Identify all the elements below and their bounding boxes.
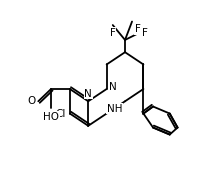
Text: F: F bbox=[110, 28, 116, 38]
Text: O: O bbox=[27, 96, 36, 106]
Text: N: N bbox=[84, 89, 92, 99]
Text: Cl: Cl bbox=[55, 109, 65, 119]
Text: NH: NH bbox=[107, 104, 122, 114]
Text: N: N bbox=[109, 82, 117, 92]
Text: F: F bbox=[142, 28, 147, 38]
Text: F: F bbox=[135, 24, 141, 34]
Text: HO: HO bbox=[43, 112, 59, 122]
